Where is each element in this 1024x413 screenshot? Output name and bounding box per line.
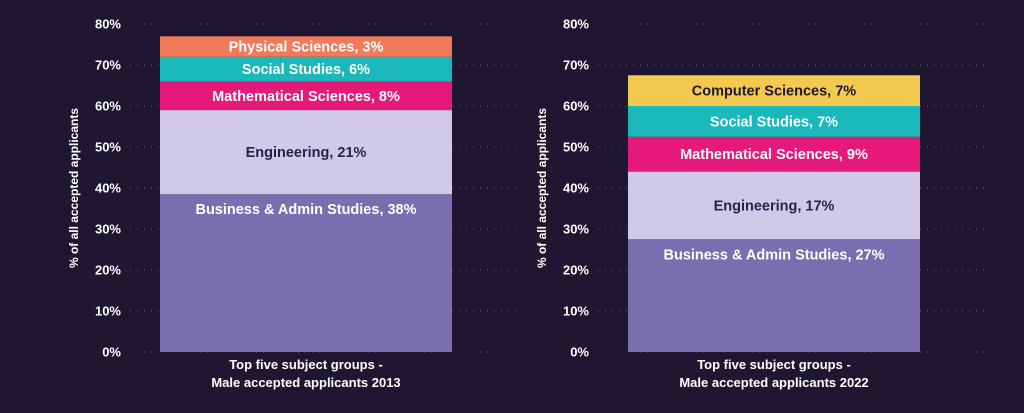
segment-label: Social Studies, 6% [242, 62, 370, 78]
y-tick-label: 70% [95, 58, 121, 73]
segment-label: Social Studies, 7% [710, 114, 838, 130]
y-tick-label: 30% [95, 222, 121, 237]
bar-segment [160, 36, 452, 57]
y-tick-label: 60% [563, 99, 589, 114]
y-tick-label: 40% [563, 181, 589, 196]
bar-segment [160, 194, 452, 352]
segment-label: Physical Sciences, 3% [229, 40, 384, 56]
y-axis-label: % of all accepted applicants [535, 108, 549, 268]
y-tick-label: 20% [563, 263, 589, 278]
segment-label: Engineering, 17% [714, 198, 835, 214]
y-tick-label: 30% [563, 222, 589, 237]
segment-label: Mathematical Sciences, 9% [680, 147, 868, 163]
segment-label: Engineering, 21% [246, 145, 367, 161]
bar-segment [628, 171, 920, 240]
bar-segment [160, 81, 452, 111]
bar-segment [628, 239, 920, 352]
bar-segment [628, 75, 920, 106]
y-tick-label: 50% [95, 140, 121, 155]
segment-label: Mathematical Sciences, 8% [212, 89, 400, 105]
y-tick-label: 70% [563, 58, 589, 73]
y-tick-label: 0% [102, 345, 121, 360]
y-tick-label: 40% [95, 181, 121, 196]
segment-label: Computer Sciences, 7% [692, 84, 856, 100]
bar-segment [628, 106, 920, 137]
y-tick-label: 10% [563, 304, 589, 319]
x-axis-label: Male accepted applicants 2022 [679, 375, 868, 390]
y-tick-label: 20% [95, 263, 121, 278]
segment-label: Business & Admin Studies, 38% [195, 202, 416, 218]
bar-segment [628, 136, 920, 172]
y-tick-label: 0% [570, 345, 589, 360]
bar-segment [160, 56, 452, 82]
y-tick-label: 80% [563, 17, 589, 32]
y-axis-label: % of all accepted applicants [67, 108, 81, 268]
x-axis-label: Top five subject groups - [229, 357, 383, 372]
x-axis-label: Male accepted applicants 2013 [211, 375, 400, 390]
x-axis-label: Top five subject groups - [697, 357, 851, 372]
segment-label: Business & Admin Studies, 27% [663, 247, 884, 263]
bar-segment [160, 110, 452, 195]
y-tick-label: 50% [563, 140, 589, 155]
y-tick-label: 60% [95, 99, 121, 114]
y-tick-label: 80% [95, 17, 121, 32]
y-tick-label: 10% [95, 304, 121, 319]
